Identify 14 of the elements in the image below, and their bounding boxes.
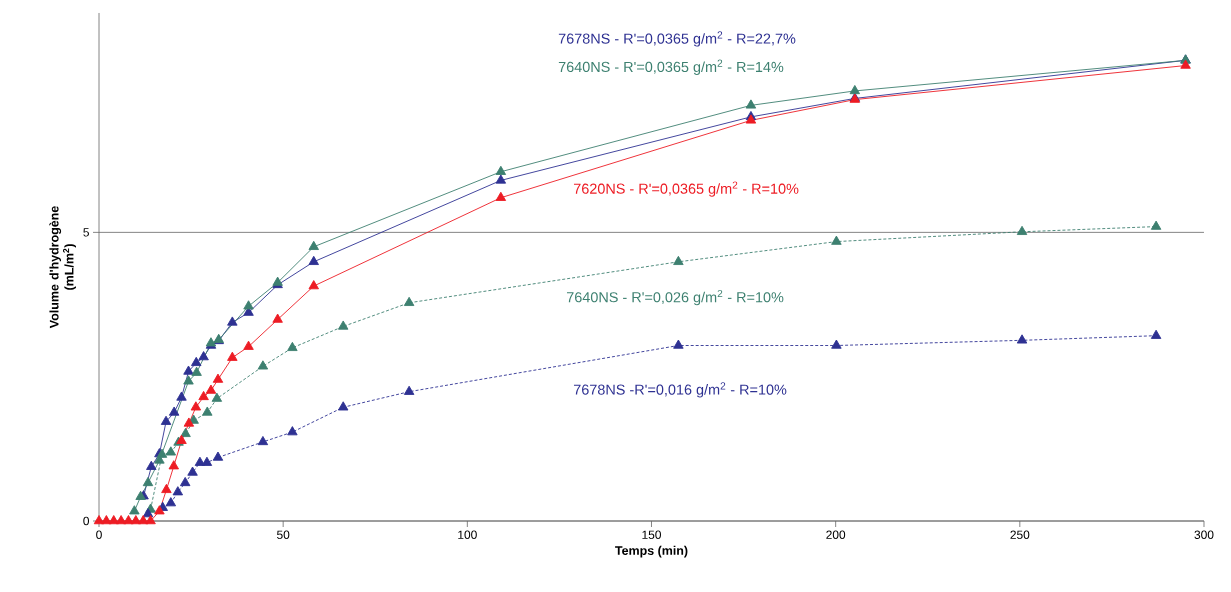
x-tick-label: 200 — [826, 530, 846, 539]
series-label: 7620NS - R'=0,0365 g/m$^{2}$ - R=10% — [573, 181, 799, 197]
x-tick-label: 300 — [1194, 530, 1214, 539]
series-label: 7678NS -R'=0,016 g/m$^{2}$ - R=10% — [573, 382, 787, 398]
x-tick-label: 150 — [642, 530, 661, 539]
y-tick-label: 5 — [83, 228, 89, 237]
x-tick-label: 50 — [277, 530, 290, 539]
x-tick-label: 100 — [458, 530, 477, 539]
x-tick-label: 0 — [96, 530, 102, 539]
series-label: 7640NS - R'=0,0365 g/m$^{2}$ - R=14% — [558, 59, 784, 75]
x-tick-label: 250 — [1010, 530, 1030, 539]
x-axis-title: Temps (min) — [615, 545, 688, 558]
text: 7678NS - R'=0,0365 g/m$^{2}$ - R=22,7% — [558, 31, 796, 47]
series-label: 7640NS - R'=0,026 g/m$^{2}$ - R=10% — [566, 289, 784, 306]
